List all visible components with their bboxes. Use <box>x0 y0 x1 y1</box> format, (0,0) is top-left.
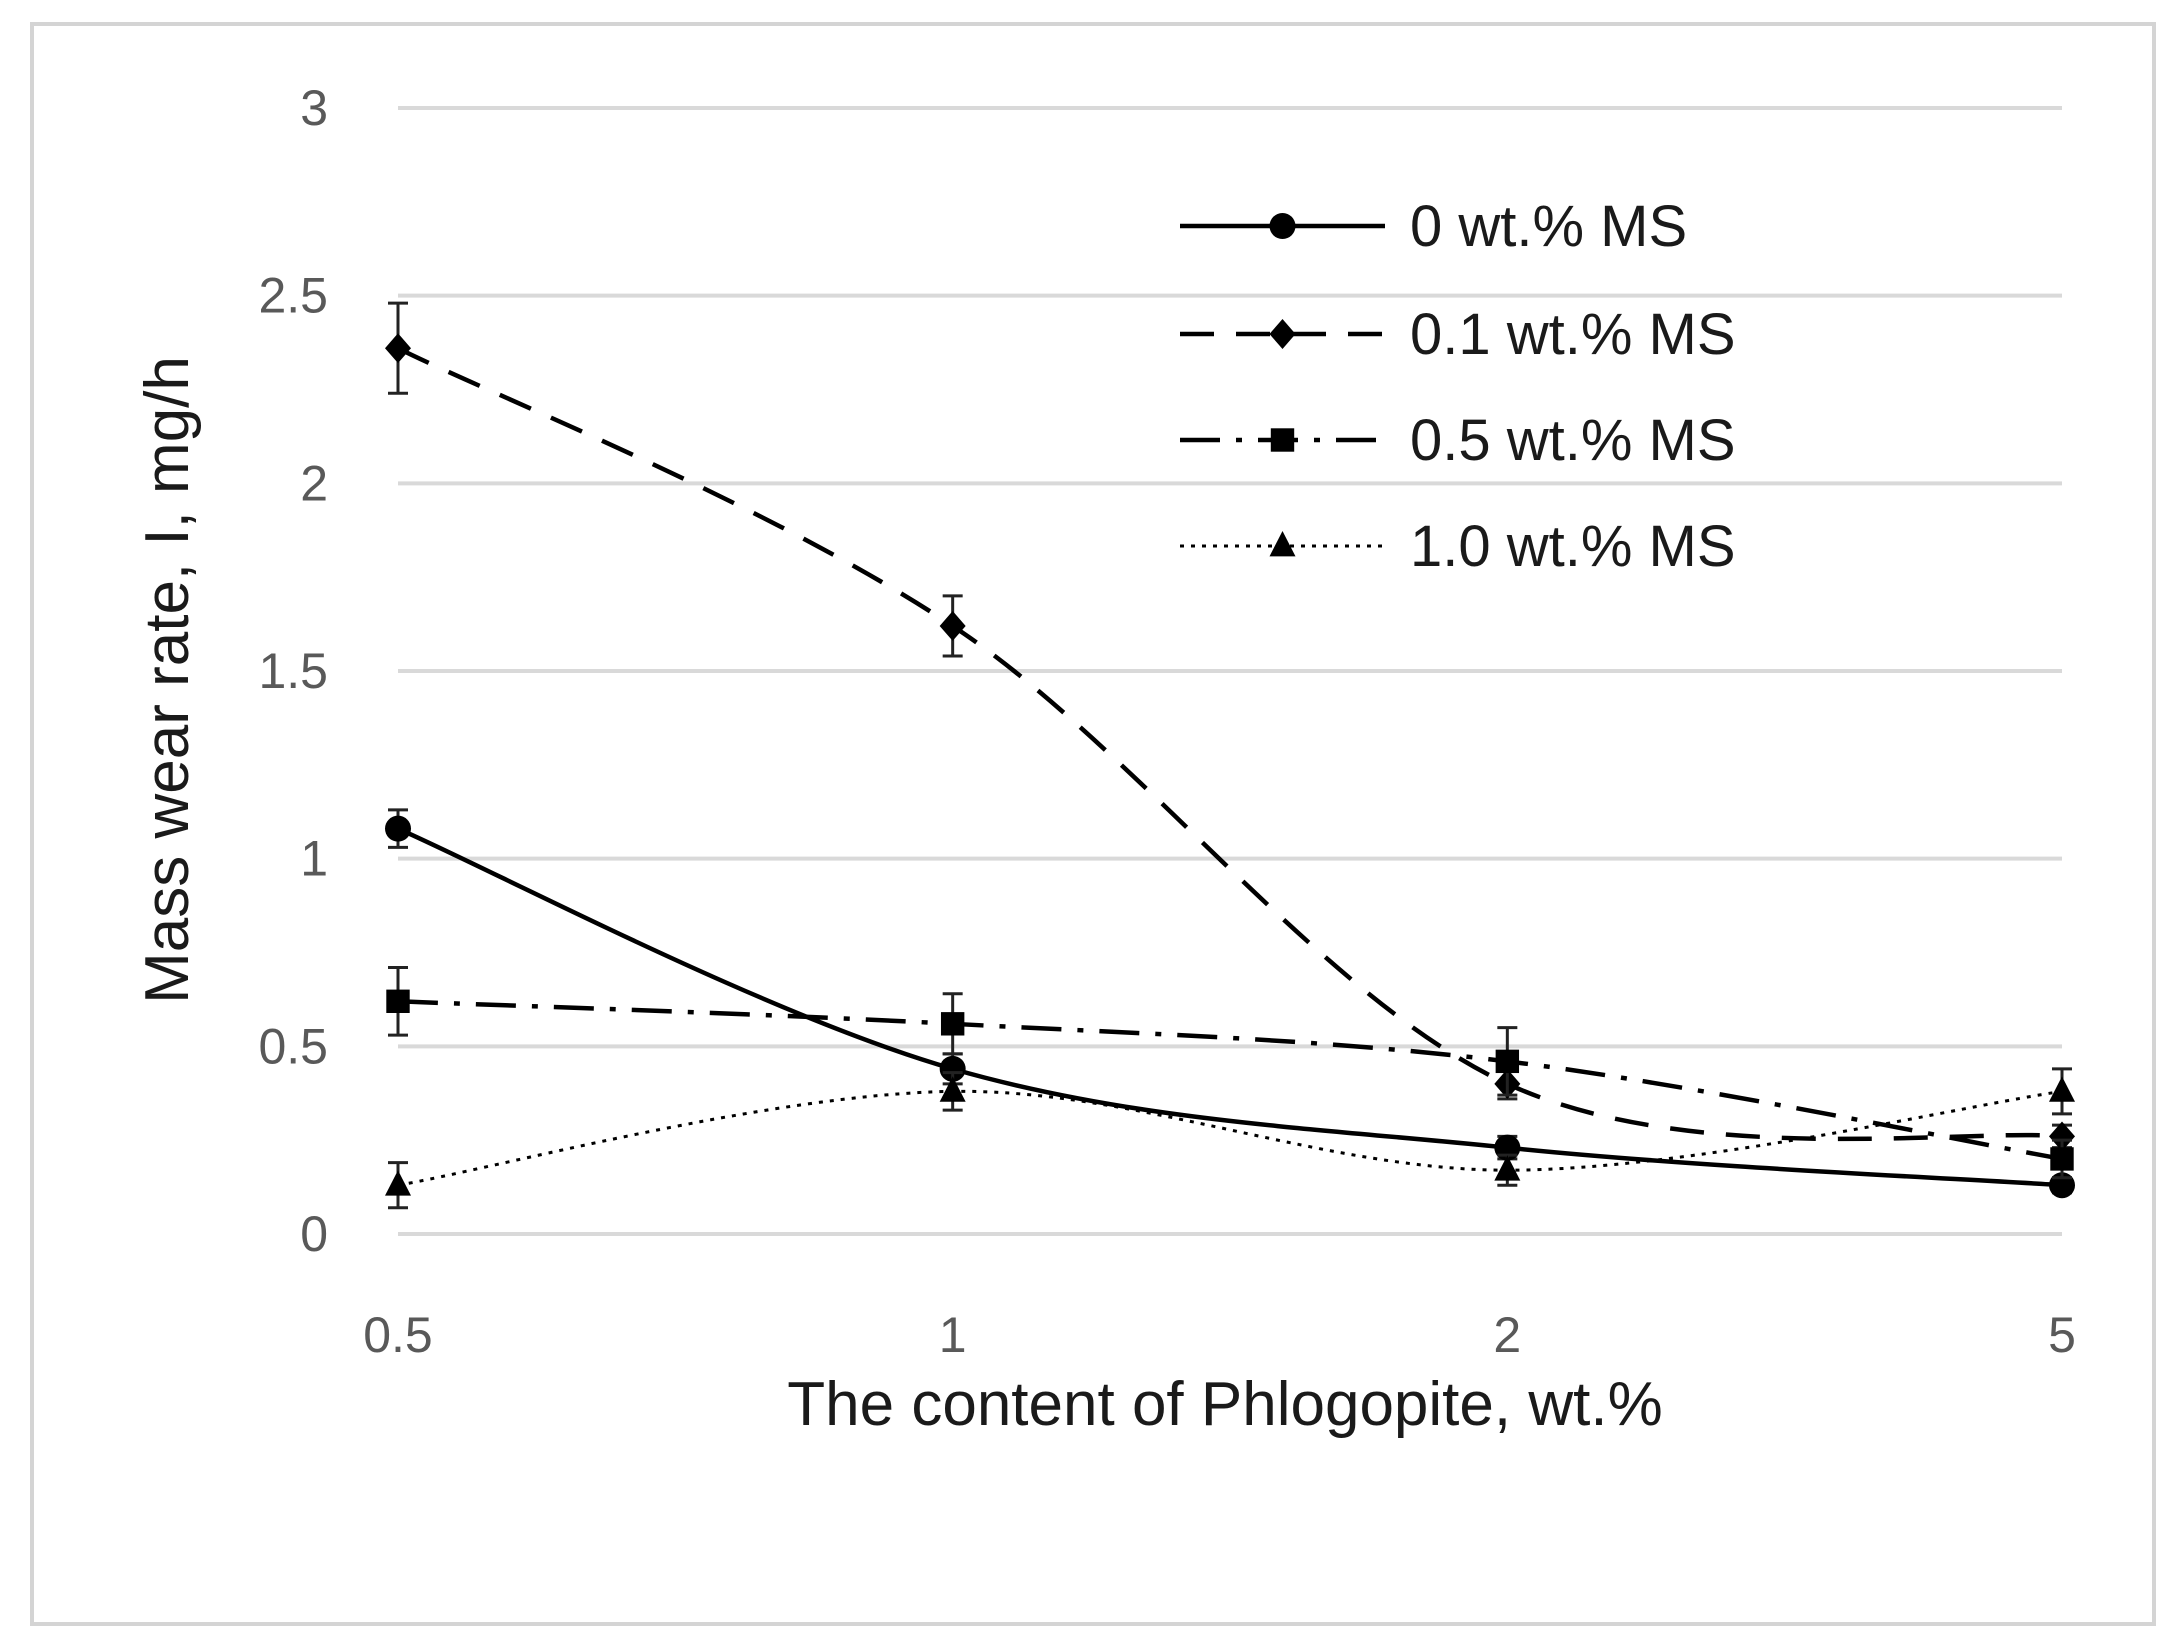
y-axis-title: Mass wear rate, I, mg/h <box>133 356 202 1004</box>
x-tick-label: 1 <box>939 1307 967 1363</box>
data-point <box>1495 1049 1520 1074</box>
series-line <box>397 826 2063 1188</box>
legend-label: 1.0 wt.% MS <box>1410 514 1736 579</box>
data-point <box>2050 1147 2074 1171</box>
data-point <box>385 1170 411 1196</box>
data-point <box>940 1012 965 1036</box>
x-axis-title: The content of Phlogopite, wt.% <box>787 1370 1662 1439</box>
chart-frame <box>30 22 2156 1626</box>
y-tick-label: 1.5 <box>258 643 328 699</box>
y-tick-label: 2 <box>300 455 328 511</box>
data-point <box>386 989 410 1013</box>
x-tick-label: 0.5 <box>363 1307 433 1363</box>
data-point <box>1494 1155 1521 1181</box>
x-tick-labels: 0.5 1 2 5 <box>363 1307 2076 1363</box>
legend-marker <box>1269 319 1296 349</box>
legend-label: 0 wt.% MS <box>1410 194 1687 259</box>
series-2 <box>386 966 2074 1180</box>
y-tick-label: 0.5 <box>258 1018 328 1074</box>
y-tick-label: 0 <box>300 1206 328 1262</box>
series-line <box>397 999 2063 1162</box>
legend-marker <box>1269 531 1296 557</box>
legend-marker <box>1270 428 1295 452</box>
data-point <box>939 1076 966 1102</box>
x-tick-label: 2 <box>1493 1307 1521 1363</box>
y-tick-label: 2.5 <box>258 268 328 324</box>
legend-label: 0.5 wt.% MS <box>1410 408 1736 473</box>
series-0 <box>385 808 2075 1199</box>
series-1 <box>385 301 2075 1152</box>
y-tick-label: 3 <box>300 80 328 136</box>
data-point <box>385 333 411 364</box>
data-point <box>939 1055 966 1082</box>
data-point <box>939 611 966 641</box>
data-point <box>385 815 411 842</box>
series-layer <box>385 301 2075 1210</box>
series-line <box>396 346 2063 1142</box>
legend: 0 wt.% MS 0.1 wt.% MS 0.5 wt.% MS 1.0 wt.% … <box>1180 194 1736 579</box>
legend-marker <box>1269 213 1296 239</box>
y-tick-labels: 0 0.5 1 1.5 2 2.5 3 <box>258 80 328 1262</box>
data-point <box>2049 1076 2075 1102</box>
data-point <box>2049 1121 2075 1152</box>
gridlines <box>398 106 2062 1236</box>
x-tick-label: 5 <box>2048 1307 2076 1363</box>
y-tick-label: 1 <box>300 831 328 887</box>
legend-label: 0.1 wt.% MS <box>1410 302 1736 367</box>
series-3 <box>385 1067 2075 1210</box>
